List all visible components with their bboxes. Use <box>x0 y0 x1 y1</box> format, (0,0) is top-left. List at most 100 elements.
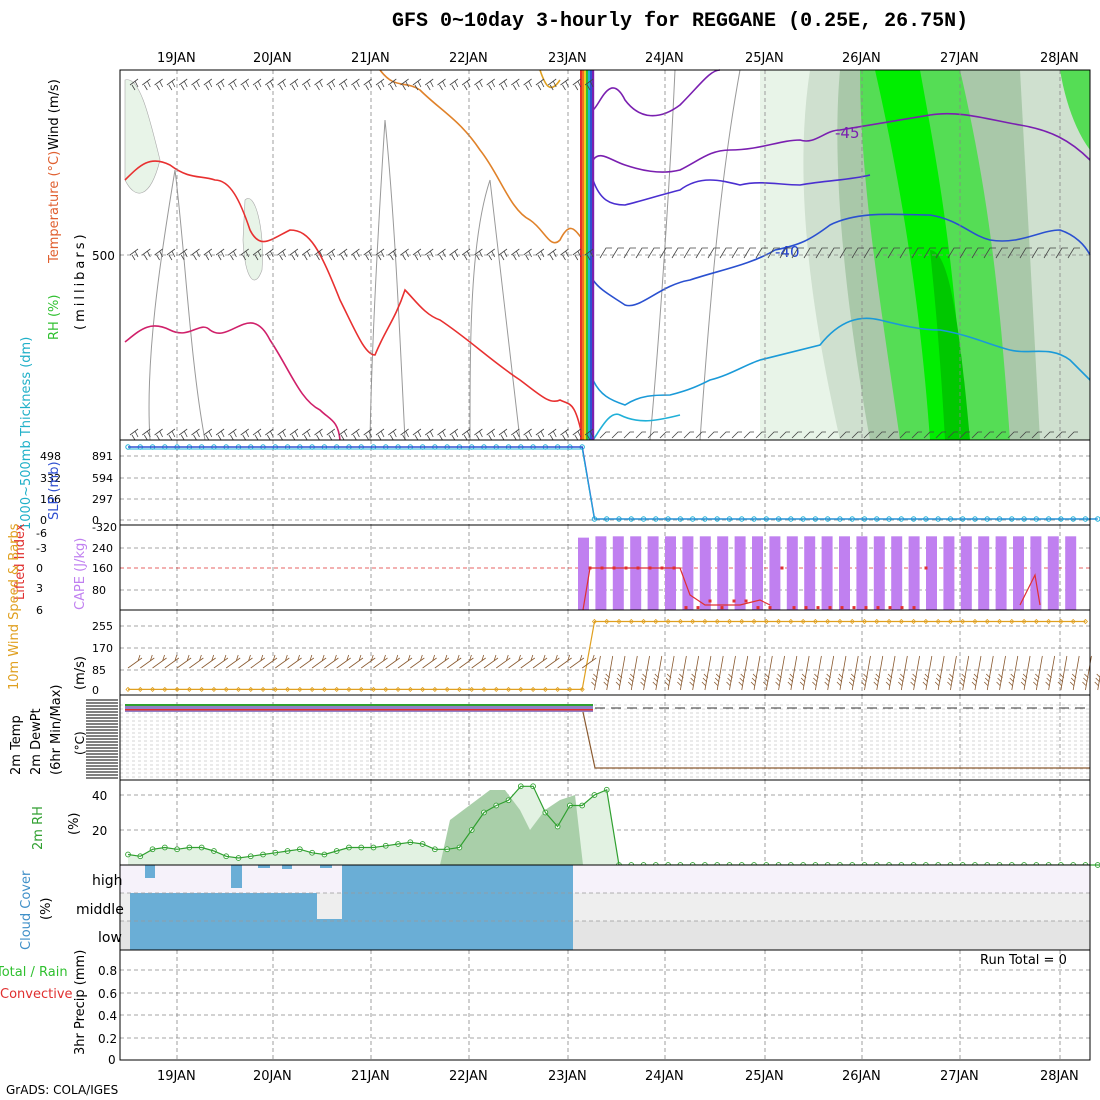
wind-barb-10m <box>164 654 180 669</box>
wind-barb <box>474 428 483 441</box>
cape-bar <box>821 536 833 610</box>
date-label-top: 21JAN <box>351 51 390 66</box>
rh-area-dark <box>440 790 583 865</box>
temperature-contour <box>124 160 584 441</box>
cape-tick: 160 <box>92 562 113 575</box>
cloud-level-label: high <box>92 873 123 889</box>
wind-barb-10m <box>397 654 413 669</box>
wind-barb-10m <box>898 655 908 691</box>
thickness-label: 1000~500mb Thickness (dm) <box>19 337 34 530</box>
cape-bar <box>804 536 816 610</box>
wind-unit: (m/s) <box>73 656 88 690</box>
wind-barb <box>240 428 250 441</box>
wind-barb-10m <box>640 655 650 691</box>
wind-barb <box>683 247 696 259</box>
wind-barb <box>203 428 213 441</box>
wind-barb <box>252 248 262 261</box>
precip-label: 3hr Precip (mm) <box>73 950 88 1055</box>
wind-barb <box>523 78 532 91</box>
wind-barb <box>203 78 213 91</box>
li-point <box>876 606 880 610</box>
wind-barb <box>289 78 299 91</box>
wind-barb <box>1055 431 1066 439</box>
li-axis-label: Lifted Index <box>13 523 28 600</box>
li-point <box>828 606 832 610</box>
temperature-contour <box>592 213 1091 307</box>
wind-barb-10m <box>701 655 712 691</box>
li-point <box>912 606 916 610</box>
temperature-contour <box>592 317 1091 406</box>
cape-bar <box>891 536 903 610</box>
wind-barb-10m <box>385 654 401 669</box>
wind-barb-10m <box>373 654 388 669</box>
wind-barb-10m <box>1094 673 1100 691</box>
wind-barb-10m <box>934 655 945 691</box>
wind-barb <box>1007 431 1018 439</box>
li-point <box>852 606 856 610</box>
precip-tick: 0.4 <box>98 1009 117 1023</box>
cloud-label: Cloud Cover <box>19 870 34 950</box>
wind-barb-10m <box>275 654 290 669</box>
wind-barb <box>767 431 778 439</box>
ua-ylabel: (millibars) <box>73 231 88 330</box>
cape-bar <box>839 536 850 610</box>
wind-barb <box>326 78 336 91</box>
chart-title: GFS 0~10day 3-hourly for REGGANE (0.25E,… <box>392 10 969 33</box>
temp-label: 2m DewPt <box>29 708 44 775</box>
discontinuity-band <box>580 70 583 440</box>
li-line <box>582 567 771 611</box>
wind-barb <box>671 247 684 259</box>
cape-bar <box>873 536 885 610</box>
wind-barb-10m <box>1045 655 1056 691</box>
cloud-level-label: middle <box>76 902 124 918</box>
wind-barb <box>326 248 336 261</box>
wind-barb <box>252 428 262 441</box>
wind-barb <box>1043 247 1056 259</box>
li-tick: -6 <box>36 527 47 540</box>
wind-barb-10m <box>140 654 155 669</box>
temperature-contour <box>124 322 341 441</box>
wind-barb <box>228 248 237 261</box>
date-label-bottom: 21JAN <box>351 1069 390 1084</box>
wind-barb <box>424 78 434 91</box>
wind-barb <box>486 78 496 91</box>
wind-barb-10m <box>996 655 1006 691</box>
panel-borders <box>119 69 1091 1061</box>
slp-tick: 0 <box>92 514 99 527</box>
rh-2m-panel: 40 20 <box>92 783 1100 868</box>
wind-barb <box>584 248 594 261</box>
date-label-top: 20JAN <box>253 51 292 66</box>
wind-barb <box>277 248 286 261</box>
wind-barb <box>827 247 840 259</box>
wind-barb <box>252 78 262 91</box>
wind-speed-point <box>579 686 585 692</box>
wind-barb <box>535 78 545 91</box>
wind-barb-10m <box>213 654 229 669</box>
wind-barb-10m <box>1033 655 1043 691</box>
precip-tick: 0.6 <box>98 987 117 1001</box>
wind-barb <box>611 431 622 439</box>
wind-barb <box>240 78 250 91</box>
cape-bar <box>734 536 746 610</box>
li-point <box>804 606 808 610</box>
wind-barb <box>935 247 948 259</box>
wind-barb <box>707 431 718 439</box>
wind-barb-10m <box>434 654 450 669</box>
wind-barb <box>572 428 582 441</box>
wind-barb <box>887 247 900 259</box>
wind-barb-10m <box>775 655 785 691</box>
thickness-tick: 166 <box>40 493 61 506</box>
rh-contour <box>469 179 521 441</box>
cloud-block <box>130 893 573 950</box>
rh-region <box>1060 70 1090 150</box>
wind-barb <box>511 428 520 441</box>
date-label-top: 19JAN <box>157 51 196 66</box>
wind-barb-10m <box>689 655 700 691</box>
credit-text: GrADS: COLA/IGES <box>6 1083 119 1097</box>
wind-barb-10m <box>410 654 425 669</box>
wind-barb <box>1019 431 1030 439</box>
cape-bar <box>908 536 920 610</box>
li-point <box>888 606 892 610</box>
wind-barb <box>547 248 557 261</box>
wind-barb <box>363 78 373 91</box>
